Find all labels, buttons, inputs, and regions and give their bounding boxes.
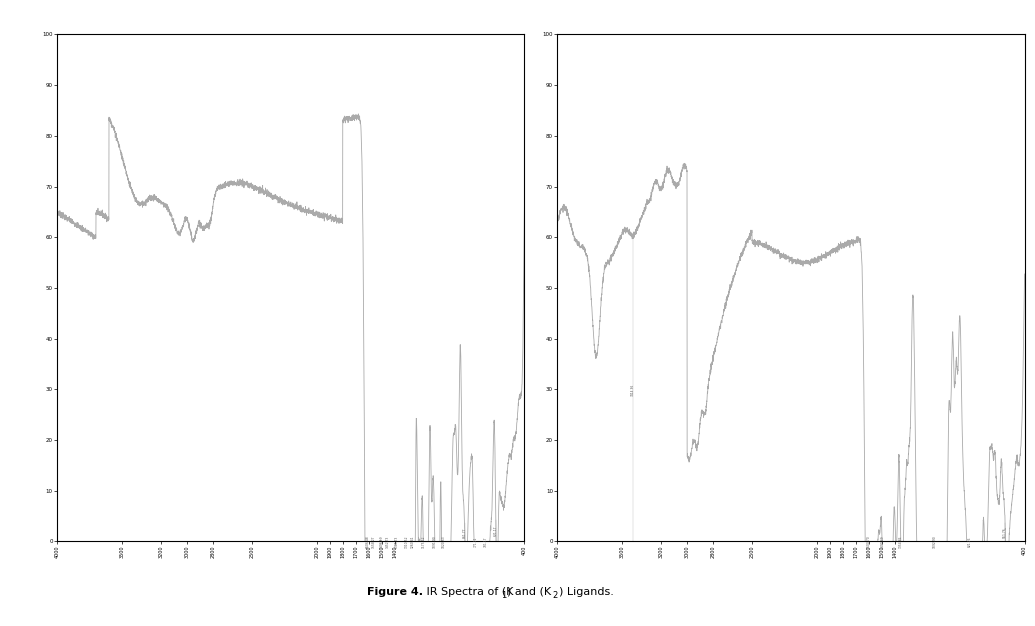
Text: 1600.70: 1600.70: [867, 535, 870, 548]
Text: 1175.52: 1175.52: [422, 535, 425, 548]
Text: 1558.27: 1558.27: [372, 535, 376, 548]
Text: 821.26: 821.26: [968, 536, 972, 546]
Text: 701.17: 701.17: [483, 536, 487, 546]
Text: 621.17: 621.17: [494, 526, 498, 536]
Text: IR Spectra of (K: IR Spectra of (K: [423, 587, 513, 597]
Text: ) Ligands.: ) Ligands.: [559, 587, 614, 597]
Text: 1496.19: 1496.19: [380, 535, 384, 548]
Text: 1091.90: 1091.90: [433, 535, 437, 548]
Text: 551.76: 551.76: [1003, 526, 1007, 538]
Text: 1: 1: [501, 592, 506, 600]
Text: 3414.36: 3414.36: [631, 384, 635, 396]
Text: ) and (K: ) and (K: [507, 587, 552, 597]
Text: 1385.73: 1385.73: [394, 535, 398, 548]
Text: 1490.49: 1490.49: [881, 535, 885, 548]
Text: 861.77: 861.77: [463, 527, 467, 538]
Text: 1354.86: 1354.86: [898, 535, 903, 548]
Text: Figure 4.: Figure 4.: [367, 587, 423, 597]
Text: 1260.41: 1260.41: [411, 535, 415, 548]
Text: 1092.90: 1092.90: [933, 535, 937, 548]
Text: 1606.48: 1606.48: [365, 535, 369, 548]
Text: 2: 2: [553, 592, 558, 600]
Text: 1310.52: 1310.52: [405, 535, 408, 548]
Text: 1452.73: 1452.73: [386, 535, 390, 548]
Text: 771.11: 771.11: [474, 536, 478, 546]
Text: 1020.63: 1020.63: [442, 535, 446, 548]
